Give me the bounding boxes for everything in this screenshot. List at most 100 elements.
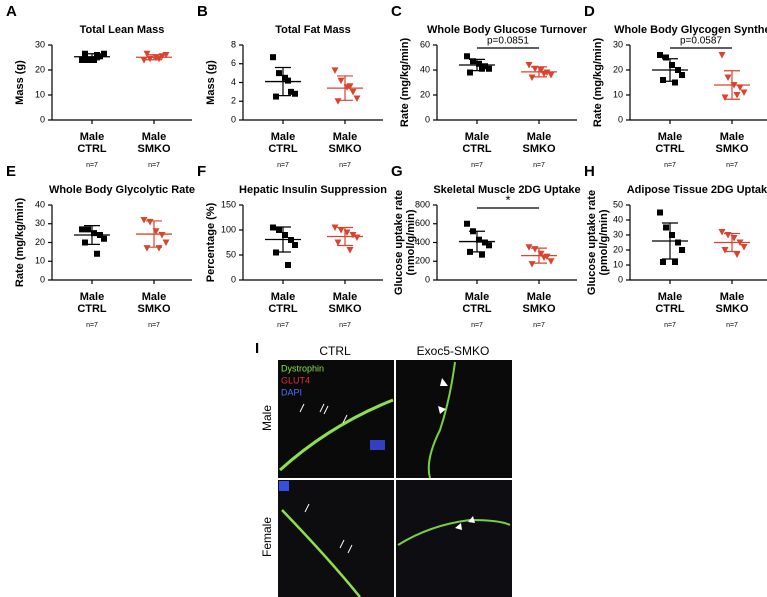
stain-label: Dystrophin	[281, 363, 324, 373]
membrane	[278, 398, 394, 472]
error-bar	[275, 66, 291, 97]
data-point	[736, 84, 744, 91]
panel-letter: B	[197, 3, 208, 20]
data-point	[292, 242, 298, 248]
x-tick-label: SMKO	[523, 303, 556, 315]
chart-title: Adipose Tissue 2DG Uptake	[627, 184, 767, 196]
annotation: p=0.0587	[680, 36, 722, 47]
micrograph	[396, 360, 512, 478]
data-point	[482, 239, 488, 246]
y-tick-label: 20	[420, 89, 430, 99]
y-tick-label: 0	[618, 274, 623, 284]
data-point	[660, 77, 666, 83]
chart: E Whole Body Glycolytic Rate Rate (mg/kg/m…	[6, 163, 195, 329]
data-point	[669, 62, 675, 68]
annotation: p=0.0851	[487, 36, 529, 47]
y-tick-label: 100	[221, 224, 236, 234]
y-axis-label: Glucose uptake rate	[586, 190, 598, 295]
data-point	[143, 245, 151, 252]
data-point	[479, 65, 485, 72]
y-tick-label: 0	[40, 114, 45, 124]
data-point	[353, 234, 361, 241]
x-tick-label: Male	[142, 291, 166, 303]
x-tick-label: CTRL	[462, 143, 492, 155]
data-point	[669, 232, 675, 238]
y-tick-label: 30	[613, 229, 623, 239]
data-point	[273, 93, 279, 100]
data-point	[288, 88, 294, 95]
x-tick-label: Male	[271, 131, 295, 143]
data-point	[479, 251, 485, 258]
data-point	[464, 53, 470, 60]
stain-label: DAPI	[281, 387, 302, 397]
x-tick-label: SMKO	[523, 143, 556, 155]
y-axis-label: Glucose uptake rate	[393, 190, 405, 295]
y-axis-label: Percentage (%)	[205, 202, 217, 282]
stain-label: GLUT4	[281, 375, 310, 385]
data-point	[349, 88, 357, 96]
x-tick-label: Male	[465, 291, 489, 303]
data-point	[657, 209, 663, 216]
data-point	[101, 50, 107, 57]
data-point	[334, 239, 342, 246]
n-label: n=7	[664, 162, 676, 169]
error-bar	[337, 75, 353, 101]
n-label: n=7	[726, 162, 738, 169]
error-bar	[662, 222, 678, 260]
y-tick-label: 30	[35, 218, 45, 228]
data-point	[528, 261, 536, 268]
panel-letter: F	[197, 163, 206, 180]
data-point	[672, 259, 678, 265]
y-tick-label: 0	[40, 274, 45, 284]
data-point	[79, 57, 85, 63]
data-point	[282, 232, 288, 238]
data-point	[718, 52, 726, 59]
error-bar	[724, 232, 740, 253]
data-point	[162, 52, 170, 59]
data-point	[331, 224, 339, 231]
panel-letter: E	[6, 163, 16, 180]
y-axis-label: Rate (mg/kg/min)	[14, 198, 26, 288]
data-point	[285, 262, 291, 268]
y-tick-label: 2	[231, 96, 236, 106]
y-tick-label: 20	[613, 244, 623, 254]
data-point	[162, 239, 170, 246]
arrows	[299, 403, 353, 554]
data-point	[79, 226, 85, 233]
y-tick-label: 6	[231, 58, 236, 68]
panel-letter: G	[391, 163, 403, 180]
x-tick-label: SMKO	[716, 143, 749, 155]
n-label: n=7	[339, 322, 351, 329]
y-tick-label: 150	[221, 199, 236, 209]
error-bar	[84, 53, 100, 61]
chart-title: Whole Body Glycolytic Rate	[49, 184, 195, 196]
data-point	[531, 246, 539, 253]
data-point	[155, 245, 163, 252]
error-bar	[531, 247, 547, 264]
error-bar	[84, 225, 100, 245]
data-point	[346, 83, 354, 90]
data-point	[464, 220, 470, 227]
x-tick-label: Male	[527, 131, 551, 143]
data-point	[94, 250, 100, 257]
data-point	[672, 79, 678, 86]
data-point	[476, 236, 482, 243]
panel-letter: I	[255, 340, 259, 357]
error-bar	[275, 226, 291, 253]
data-point	[476, 60, 482, 67]
y-axis-label: Mass (g)	[14, 60, 26, 105]
n-label: n=7	[533, 162, 545, 169]
n-label: n=7	[148, 162, 160, 169]
y-tick-label: 40	[613, 214, 623, 224]
y-tick-label: 0	[231, 274, 236, 284]
y-axis-label: (nmol/g/min)	[405, 209, 417, 275]
chart: F Hepatic Insulin Suppression Percentage (…	[197, 163, 387, 329]
n-label: n=7	[471, 322, 483, 329]
x-tick-label: Male	[333, 131, 357, 143]
annotation: *	[505, 192, 510, 207]
x-tick-label: Male	[527, 291, 551, 303]
data-point	[679, 72, 685, 78]
error-bar	[531, 66, 547, 78]
data-point	[675, 239, 681, 246]
column-label: CTRL	[319, 344, 351, 358]
